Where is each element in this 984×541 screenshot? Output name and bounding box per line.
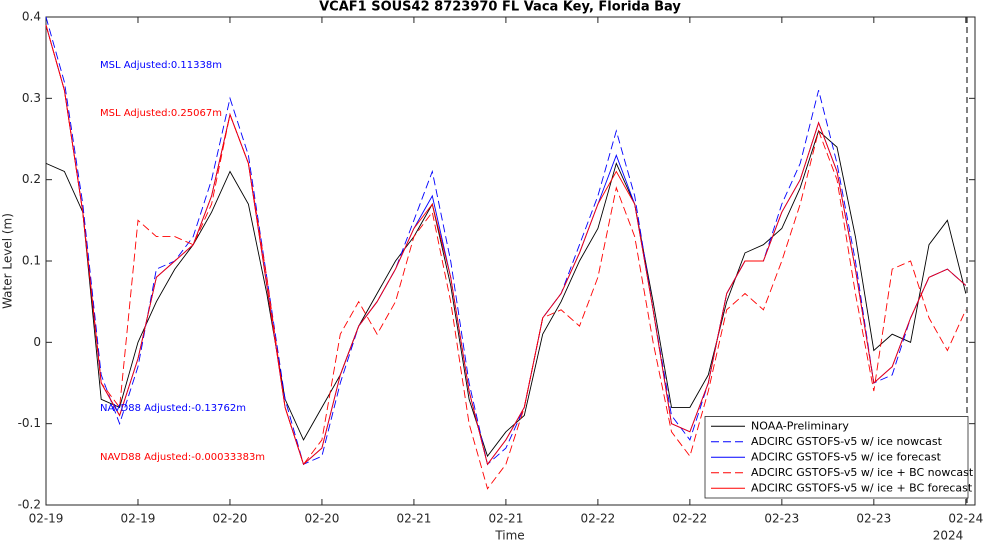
x-axis-label: Time [494,529,524,541]
x-tick-label: 02-22 [580,512,615,526]
x-tick-label: 02-21 [488,512,523,526]
y-tick-label: 0.1 [22,254,41,268]
legend-label: NOAA-Preliminary [751,419,849,432]
series-line [45,24,967,466]
legend-label: ADCIRC GSTOFS-v5 w/ ice + BC forecast [751,481,973,494]
x-tick-label: 02-22 [672,512,707,526]
x-tick-label: 02-23 [856,512,891,526]
annotation: NAVD88 Adjusted:-0.13762m [100,403,246,414]
x-tick-label: 02-19 [29,512,64,526]
legend-box [704,416,969,499]
series-line [45,24,967,490]
y-tick-label: 0.4 [22,10,41,24]
x-tick-label: 02-20 [305,512,340,526]
chart-title: VCAF1 SOUS42 8723970 FL Vaca Key, Florid… [319,0,681,15]
y-axis-label: Water Level (m) [1,213,15,309]
y-tick-label: -0.1 [18,416,41,430]
y-tick-label: 0.2 [22,172,41,186]
series-line [45,130,967,458]
y-tick-label: -0.2 [18,498,41,512]
legend-label: ADCIRC GSTOFS-v5 w/ ice nowcast [751,435,943,448]
legend-label: ADCIRC GSTOFS-v5 w/ ice + BC nowcast [751,466,974,479]
y-tick-label: 0.3 [22,91,41,105]
series-line [45,24,967,466]
annotation: MSL Adjusted:0.25067m [100,108,222,119]
y-tick-label: 0 [33,335,41,349]
x-tick-label: 02-19 [121,512,156,526]
annotation: NAVD88 Adjusted:-0.00033383m [100,452,265,463]
series-line [45,16,967,466]
x-tick-label: 02-24 [948,512,983,526]
x-year-label: 2024 [933,529,964,541]
x-tick-label: 02-20 [213,512,248,526]
annotation: MSL Adjusted:0.11338m [100,60,222,71]
legend-label: ADCIRC GSTOFS-v5 w/ ice forecast [751,450,942,463]
x-tick-label: 02-21 [396,512,431,526]
x-tick-label: 02-23 [764,512,799,526]
